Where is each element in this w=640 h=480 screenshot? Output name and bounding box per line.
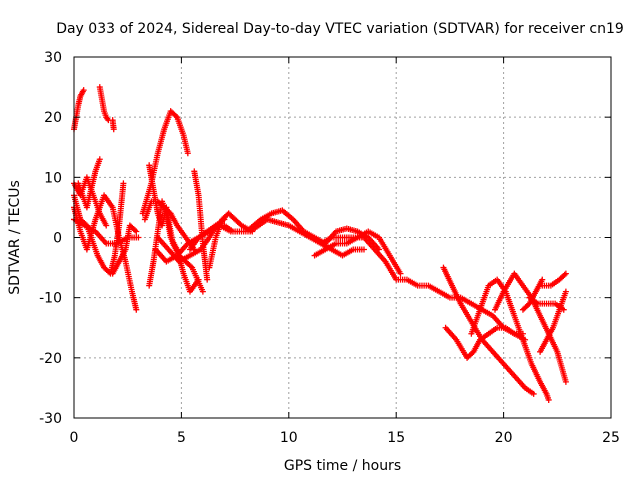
x-tick-label: 25 [602, 430, 620, 446]
series-track-02 [96, 84, 112, 124]
chart-title: Day 033 of 2024, Sidereal Day-to-day VTE… [56, 21, 624, 37]
data-point [135, 234, 142, 241]
data-point [133, 228, 140, 235]
data-point [545, 396, 552, 403]
data-point [184, 150, 191, 157]
series-track-09 [109, 222, 140, 277]
series-track-20 [311, 228, 404, 277]
x-tick-label: 20 [495, 430, 513, 446]
series-track-07 [71, 216, 142, 247]
data-point [562, 288, 569, 295]
series-track-03 [109, 117, 117, 133]
data-point [376, 246, 383, 253]
grid [74, 57, 611, 418]
x-tick-label: 15 [387, 430, 405, 446]
data-point [360, 246, 367, 253]
data-point [562, 378, 569, 385]
x-axis-label: GPS time / hours [284, 458, 401, 474]
series-track-29 [519, 276, 546, 313]
data-point [172, 112, 179, 119]
series-track-19 [247, 207, 383, 253]
y-tick-label: 10 [44, 170, 62, 186]
series-track-27 [539, 270, 569, 289]
data-point [530, 390, 537, 397]
x-tick-label: 5 [177, 430, 186, 446]
axis-ticks: 0 5 10 15 20 25 -30 -20 -10 0 10 20 30 [39, 50, 620, 446]
series-track-28 [537, 288, 569, 355]
y-tick-label: -10 [39, 291, 62, 307]
data-point [539, 276, 546, 283]
data-point [96, 156, 103, 163]
data-point [80, 87, 87, 94]
data-point [199, 288, 206, 295]
y-tick-label: 20 [44, 110, 62, 126]
data-point [187, 263, 194, 270]
data-point [204, 276, 211, 283]
y-tick-label: -30 [39, 411, 62, 427]
data-point [397, 270, 404, 277]
x-tick-label: 10 [280, 430, 298, 446]
y-tick-label: 0 [53, 231, 62, 247]
data-point [562, 270, 569, 277]
y-tick-label: 30 [44, 50, 62, 66]
data-point [103, 222, 110, 229]
data-point [561, 271, 568, 278]
data-point [132, 227, 139, 234]
y-tick-label: -20 [39, 351, 62, 367]
series-track-21 [318, 240, 367, 259]
y-axis-label: SDTVAR / TECUs [7, 180, 23, 295]
series-track-08 [71, 174, 110, 229]
data-point [237, 221, 244, 228]
data-layer [71, 84, 569, 403]
data-point [133, 306, 140, 313]
data-point [110, 126, 117, 133]
x-tick-label: 0 [70, 430, 79, 446]
data-point [120, 180, 127, 187]
